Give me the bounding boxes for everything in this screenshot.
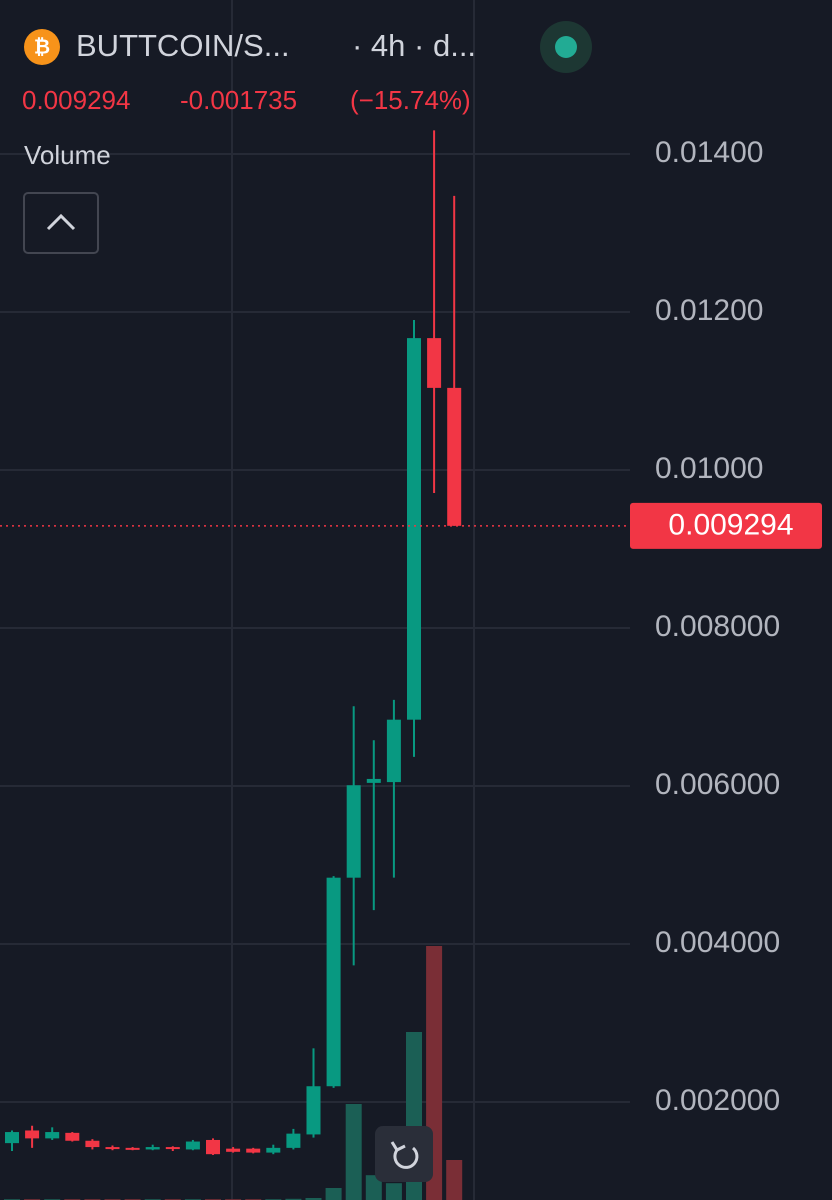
candle-body — [386, 719, 401, 783]
candle-body — [226, 1148, 241, 1152]
status-dot — [555, 36, 577, 58]
candle-body — [145, 1147, 160, 1150]
volume-bar — [365, 1175, 382, 1200]
candle-body — [407, 338, 421, 720]
candle-body — [427, 338, 442, 388]
volume-bar — [285, 1198, 302, 1200]
candles — [5, 130, 462, 1155]
candle-body — [45, 1132, 60, 1139]
candle-body — [125, 1147, 140, 1150]
candle-body — [206, 1139, 220, 1155]
price-change-pct: (−15.74%) — [350, 85, 471, 115]
collapse-button[interactable] — [23, 192, 99, 254]
coin-icon-glyph: ₿ — [34, 36, 50, 58]
candle-body — [65, 1132, 80, 1141]
candle-body — [5, 1132, 19, 1144]
reset-icon — [393, 1146, 419, 1169]
candle-body — [105, 1147, 120, 1150]
candle-body — [266, 1147, 281, 1153]
reset-icon-arrow — [390, 1141, 406, 1152]
last-price-tag-label: 0.009294 — [668, 509, 793, 542]
y-tick-label: 0.002000 — [655, 1084, 780, 1117]
last-price: 0.009294 — [22, 85, 130, 115]
volume-bar — [446, 1160, 463, 1200]
candle-body — [246, 1148, 261, 1153]
last-price-tag — [630, 502, 822, 549]
y-tick-label: 0.01000 — [655, 452, 763, 485]
candle-body — [366, 778, 381, 783]
coin-icon — [24, 29, 60, 65]
overlay: 0.002000 0.004000 0.006000 0.008000 0.01000 0… — [0, 136, 822, 1117]
y-tick-label: 0.01400 — [655, 136, 763, 169]
y-tick-label: 0.008000 — [655, 610, 780, 643]
candle-body — [165, 1147, 180, 1150]
candle-body — [286, 1133, 301, 1148]
candle-body — [326, 877, 341, 1087]
y-tick-label: 0.006000 — [655, 768, 780, 801]
candle-body — [447, 387, 462, 526]
volume-bar — [385, 1183, 402, 1200]
y-tick-label: 0.01200 — [655, 294, 763, 327]
chevron-up — [46, 213, 76, 231]
reset-button[interactable] — [375, 1126, 433, 1182]
candle-body — [185, 1141, 200, 1150]
candle-body — [85, 1140, 100, 1148]
volume-label: Volume — [24, 140, 111, 170]
interval[interactable]: · 4h · d... — [352, 28, 476, 63]
symbol-title[interactable]: BUTTCOIN/S... — [76, 28, 290, 63]
volume-bar — [345, 1104, 362, 1200]
candle-body — [346, 785, 361, 878]
price-change: -0.001735 — [180, 85, 297, 115]
candle-body — [306, 1086, 321, 1135]
volume-bar — [325, 1188, 342, 1200]
candle-body — [25, 1130, 40, 1139]
volume-bar — [305, 1198, 322, 1200]
y-tick-label: 0.004000 — [655, 926, 780, 959]
